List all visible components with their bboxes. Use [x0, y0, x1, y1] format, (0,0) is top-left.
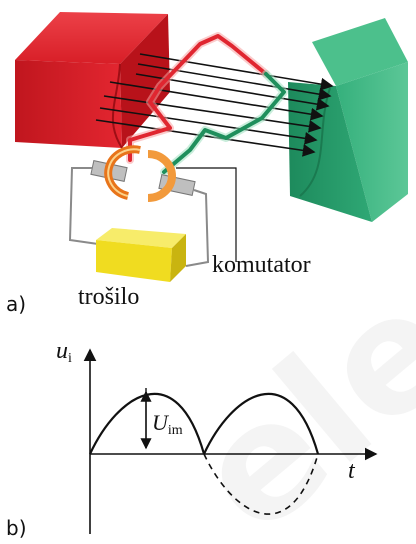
part-a-marker: a)	[6, 292, 27, 316]
north-magnet	[15, 12, 170, 149]
commutator-segment-2	[147, 150, 176, 202]
armature-loop	[126, 32, 288, 176]
field-line-5	[103, 95, 322, 133]
watermark: ele	[161, 251, 416, 544]
field-line-2	[137, 63, 332, 101]
field-line-1	[139, 53, 334, 91]
field-line-6	[99, 107, 318, 145]
load-box	[96, 228, 186, 282]
commutator	[90, 145, 196, 202]
south-magnet	[288, 18, 408, 222]
rectified-wave-arc-2	[203, 392, 320, 455]
commutator-label: komutator	[212, 252, 311, 278]
load-label: trošilo	[78, 284, 140, 310]
field-line-4	[109, 81, 324, 121]
y-axis-label: ui	[56, 338, 72, 366]
negative-half-wave	[203, 453, 319, 515]
commutator-leader-line	[176, 167, 237, 262]
circuit-wires	[68, 167, 210, 267]
x-axis-label: t	[348, 458, 355, 484]
graph	[83, 348, 378, 534]
part-b-marker: b)	[6, 516, 27, 540]
amplitude-label: Uim	[152, 410, 183, 438]
